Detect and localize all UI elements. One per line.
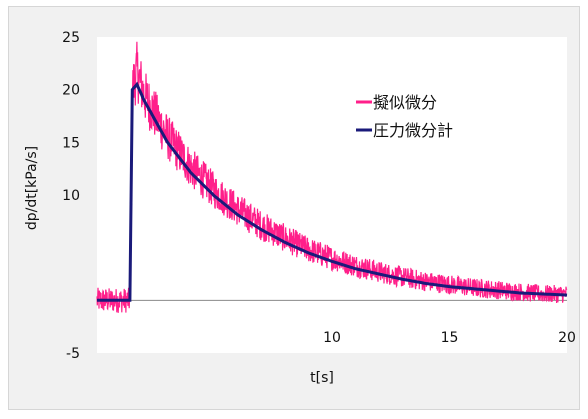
y-tick-label: 15	[62, 135, 80, 151]
y-tick-label: 25	[62, 30, 80, 46]
y-tick-label: 10	[62, 188, 80, 204]
x-tick-label: 15	[441, 330, 459, 346]
y-tick-label: -5	[66, 346, 80, 362]
y-axis-title: dp/dt[kPa/s]	[24, 146, 40, 230]
series-line-pressure-derivative	[97, 81, 568, 302]
x-axis-title: t[s]	[310, 370, 334, 386]
y-tick-labels: 25 20 15 10 -5	[62, 30, 80, 362]
legend-label-pseudo-derivative: 擬似微分	[373, 93, 437, 112]
x-tick-labels: 10 15 20	[323, 330, 576, 346]
x-tick-label: 20	[558, 330, 576, 346]
legend-label-pressure-derivative: 圧力微分計	[373, 121, 453, 140]
plot-area	[97, 37, 567, 353]
x-tick-label: 10	[323, 330, 341, 346]
series-line-pseudo-derivative	[96, 41, 568, 313]
legend: 擬似微分 圧力微分計	[356, 93, 453, 140]
y-tick-label: 20	[62, 83, 80, 99]
